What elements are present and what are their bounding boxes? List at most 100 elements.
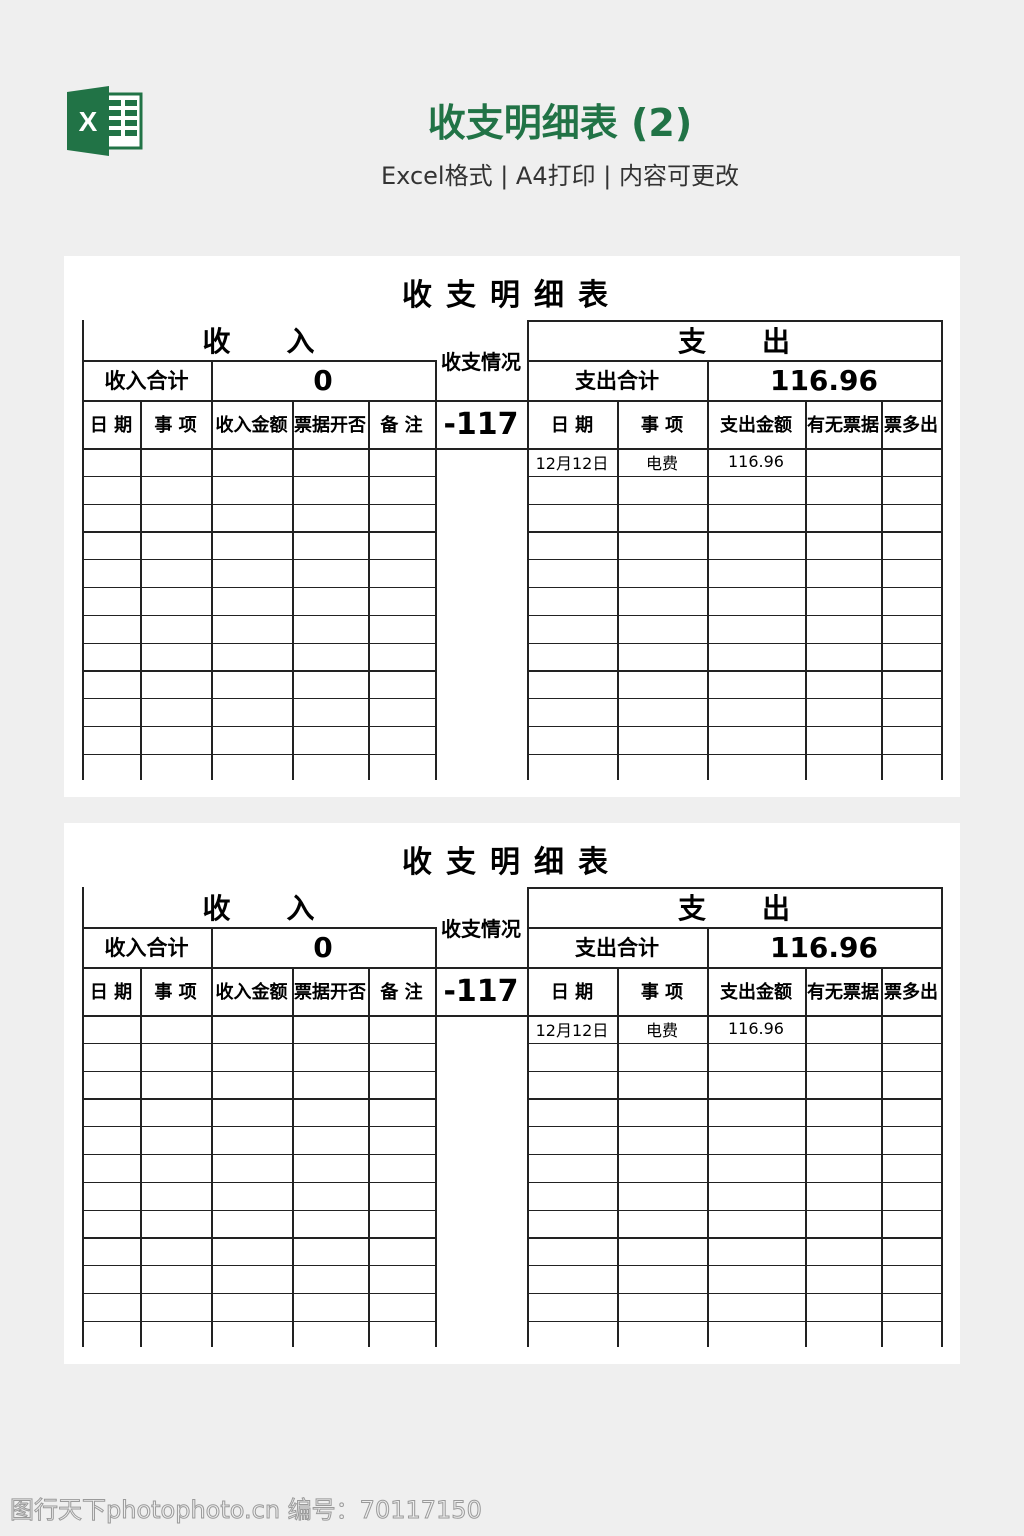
expense-column-header: 事 项 bbox=[640, 982, 684, 1003]
cell-expense[interactable] bbox=[881, 1015, 941, 1043]
grid-line bbox=[527, 587, 941, 589]
grid-line bbox=[82, 531, 435, 533]
grid-line bbox=[941, 887, 943, 1347]
cell-expense[interactable]: 116.96 bbox=[728, 1019, 784, 1039]
grid-line bbox=[82, 1209, 435, 1211]
grid-line bbox=[527, 670, 941, 672]
grid-line bbox=[82, 726, 435, 728]
cell-expense[interactable]: 电费 bbox=[645, 1020, 678, 1040]
expense-header: 支 出 bbox=[677, 892, 790, 925]
grid-line bbox=[211, 927, 213, 1347]
sheet-title: 收支明细表 bbox=[402, 278, 622, 313]
grid-line bbox=[707, 927, 709, 1347]
grid-line bbox=[82, 1042, 435, 1044]
grid-line bbox=[82, 670, 435, 672]
grid-line bbox=[82, 1181, 435, 1183]
grid-line bbox=[82, 360, 435, 362]
expense-column-header: 有无票据 bbox=[807, 415, 879, 436]
grid-line bbox=[292, 400, 294, 780]
expense-column-header: 支出金额 bbox=[720, 415, 792, 436]
grid-line bbox=[527, 1320, 941, 1322]
grid-line bbox=[527, 1237, 941, 1239]
income-column-header: 收入金额 bbox=[215, 415, 288, 436]
income-column-header: 事 项 bbox=[154, 982, 197, 1003]
grid-line bbox=[82, 503, 435, 505]
income-column-header: 事 项 bbox=[154, 415, 197, 436]
grid-line bbox=[527, 887, 942, 889]
grid-line bbox=[82, 448, 941, 450]
income-column-header: 备 注 bbox=[380, 982, 423, 1003]
grid-line bbox=[368, 967, 370, 1347]
cell-expense[interactable]: 电费 bbox=[645, 453, 678, 473]
grid-line bbox=[941, 320, 943, 780]
grid-line bbox=[82, 1070, 435, 1072]
grid-line bbox=[82, 320, 84, 780]
expense-total-value: 116.96 bbox=[769, 930, 879, 964]
expense-column-header: 票多出 bbox=[884, 982, 938, 1003]
grid-line bbox=[82, 927, 435, 929]
grid-line bbox=[82, 1237, 435, 1239]
sheet-title: 收支明细表 bbox=[402, 845, 622, 880]
balance-label: 收支情况 bbox=[441, 916, 521, 941]
income-total-value: 0 bbox=[313, 363, 333, 397]
grid-line bbox=[527, 559, 941, 561]
grid-line bbox=[82, 1015, 941, 1017]
expense-total-value: 116.96 bbox=[769, 363, 879, 397]
grid-line bbox=[82, 698, 435, 700]
grid-line bbox=[82, 1098, 435, 1100]
expense-column-header: 日 期 bbox=[550, 415, 594, 436]
grid-line bbox=[527, 503, 941, 505]
grid-line bbox=[82, 642, 435, 644]
grid-line bbox=[881, 400, 883, 780]
grid-line bbox=[527, 531, 941, 533]
grid-line bbox=[82, 1320, 435, 1322]
grid-line bbox=[617, 967, 619, 1347]
income-column-header: 票据开否 bbox=[294, 415, 366, 436]
page-title: 收支明细表 (2) bbox=[427, 101, 693, 145]
grid-line bbox=[527, 1042, 941, 1044]
grid-line bbox=[527, 320, 942, 322]
cell-expense[interactable]: 12月12日 bbox=[535, 453, 609, 473]
grid-line bbox=[527, 1293, 941, 1295]
income-total-label: 收入合计 bbox=[104, 936, 189, 960]
sheet-2: 收支明细表收 入 支 出收支情况 收入合计 0 支出合计 116.96 -117 日 期 日 期… bbox=[64, 823, 960, 1364]
grid-line bbox=[527, 1154, 941, 1156]
balance-value: -117 bbox=[443, 406, 519, 442]
grid-line bbox=[527, 1126, 941, 1128]
income-total-value: 0 bbox=[313, 930, 333, 964]
grid-line bbox=[82, 967, 941, 969]
grid-line bbox=[527, 360, 941, 362]
grid-line bbox=[527, 614, 941, 616]
grid-line bbox=[527, 698, 941, 700]
expense-column-header: 票多出 bbox=[884, 415, 938, 436]
page-subtitle: Excel格式 | A4打印 | 内容可更改 bbox=[381, 162, 739, 190]
grid-line bbox=[368, 400, 370, 780]
grid-line bbox=[82, 1154, 435, 1156]
income-header: 收 入 bbox=[202, 892, 315, 925]
grid-line bbox=[82, 887, 84, 1347]
grid-line bbox=[82, 587, 435, 589]
grid-line bbox=[82, 614, 435, 616]
income-column-header: 日 期 bbox=[89, 415, 133, 436]
grid-line bbox=[82, 1126, 435, 1128]
grid-line bbox=[435, 360, 437, 780]
grid-line bbox=[527, 1098, 941, 1100]
grid-line bbox=[527, 1181, 941, 1183]
grid-line bbox=[82, 1265, 435, 1267]
cell-expense[interactable]: 12月12日 bbox=[535, 1020, 609, 1040]
cell-expense[interactable] bbox=[881, 448, 941, 476]
grid-line bbox=[527, 1070, 941, 1072]
income-column-header: 票据开否 bbox=[294, 982, 366, 1003]
cell-expense[interactable] bbox=[805, 1015, 881, 1043]
grid-line bbox=[527, 320, 529, 780]
income-column-header: 备 注 bbox=[380, 415, 423, 436]
cell-expense[interactable] bbox=[805, 448, 881, 476]
expense-column-header: 有无票据 bbox=[807, 982, 879, 1003]
income-header: 收 入 bbox=[202, 325, 315, 358]
grid-line bbox=[140, 967, 142, 1347]
cell-expense[interactable]: 116.96 bbox=[728, 452, 784, 472]
svg-text:X: X bbox=[79, 106, 98, 137]
grid-line bbox=[527, 927, 941, 929]
income-column-header: 收入金额 bbox=[215, 982, 288, 1003]
expense-total-label: 支出合计 bbox=[575, 369, 659, 393]
